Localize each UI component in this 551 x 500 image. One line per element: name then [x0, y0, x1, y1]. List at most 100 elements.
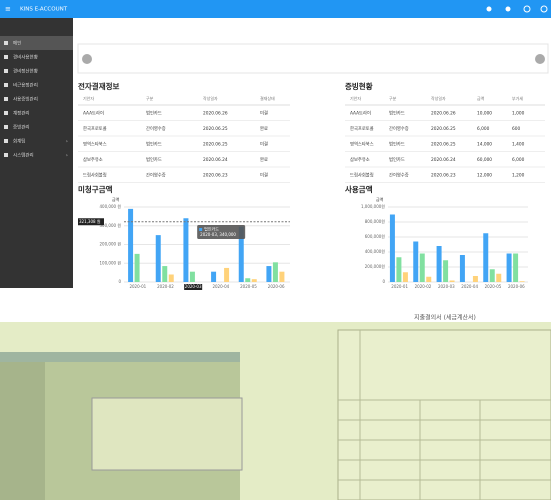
sidebar [0, 18, 73, 288]
cell: 삼보주유소 [350, 156, 370, 163]
cell: 법인카드 [146, 141, 162, 148]
bar [459, 255, 465, 282]
menu-item[interactable]: 증빙관리 [13, 124, 30, 131]
chevron: › [66, 154, 68, 159]
cell: 2020.06.23 [431, 173, 456, 179]
cell: 6,000 [512, 157, 525, 163]
y-tick-label: 800,000원 [365, 218, 386, 224]
column-header: 기안자 [83, 95, 94, 101]
bar [211, 271, 217, 282]
bar [472, 276, 478, 282]
cell: 2020.06.23 [203, 173, 228, 179]
bar [189, 271, 195, 282]
cell: 1,400 [512, 142, 525, 148]
cell: 명역스타북스 [350, 141, 374, 148]
cell: 명역스타북스 [83, 141, 107, 148]
prev-button[interactable] [82, 54, 92, 64]
app-title: KINS E-ACCOUNT [20, 7, 68, 13]
column-header: 구분 [389, 96, 397, 101]
expense-form [337, 329, 551, 500]
faded-header [0, 352, 240, 362]
header-bar [0, 0, 551, 18]
bar [134, 253, 140, 282]
menu-item[interactable]: 회계팀 [13, 138, 25, 145]
menu-item[interactable]: 경비정산현황 [13, 68, 38, 75]
y-axis-label: 금액 [112, 196, 120, 202]
bar [506, 253, 512, 282]
cell: 법인카드 [389, 156, 405, 163]
x-tick-label: 2020-05 [485, 284, 502, 289]
y-tick-label: 100,000 원 [100, 259, 122, 265]
y-tick-label: 0 [118, 279, 121, 284]
cell: 완료 [260, 125, 268, 132]
bell-icon[interactable] [486, 6, 492, 12]
menu-item[interactable]: 시스템관리 [13, 152, 34, 159]
cell: 2020.06.24 [203, 157, 228, 163]
y-tick-label: 400,000 원 [100, 203, 122, 209]
menu-item[interactable]: 비근용정관리 [13, 82, 38, 89]
bar [251, 279, 257, 282]
bar [155, 235, 161, 282]
cell: 미결 [260, 172, 268, 179]
bar [449, 280, 455, 282]
x-highlight-label: 2020-03 [185, 284, 202, 289]
chart-title: 미청구금액 [78, 184, 113, 194]
bar [443, 260, 449, 282]
cell: 미결 [260, 110, 268, 117]
cell: 한국프로토콜 [350, 126, 374, 132]
faded-sidebar [0, 362, 45, 500]
cell: 6,000 [477, 126, 490, 132]
menu-item[interactable]: 메인 [13, 40, 21, 47]
x-tick-label: 2020-04 [461, 284, 478, 289]
cell: 간이영수증 [146, 172, 166, 179]
menu-item[interactable]: 사용증빙관리 [13, 96, 38, 103]
tooltip [197, 225, 246, 239]
bar [266, 266, 272, 282]
section-title: 증빙현황 [345, 81, 373, 91]
cell: 완료 [260, 156, 268, 163]
bar [413, 241, 419, 282]
y-tick-label: 400,000원 [365, 248, 386, 254]
tooltip-series: 법인카드 [204, 226, 219, 232]
cell: 2020.06.26 [431, 111, 456, 117]
cell: 1,000 [512, 111, 525, 117]
menu-icon[interactable]: ≡ [5, 5, 11, 13]
cell: 간이영수증 [389, 125, 409, 132]
bar [519, 281, 525, 282]
column-header: 부가세 [512, 95, 523, 101]
chevron: › [66, 140, 68, 145]
cell: 60,000 [477, 157, 492, 163]
menu-icon [4, 139, 8, 143]
menu-icon [4, 83, 8, 87]
x-tick-label: 2020-02 [415, 284, 432, 289]
carousel [77, 43, 549, 74]
user-icon[interactable] [505, 6, 511, 12]
bar [168, 274, 174, 282]
cell: 14,000 [477, 142, 492, 148]
receipt [91, 397, 243, 471]
bar [389, 214, 395, 282]
power-icon[interactable] [540, 5, 548, 13]
column-header: 결재상태 [260, 95, 275, 101]
x-tick-label: 2020-05 [240, 284, 257, 289]
bar [483, 233, 489, 282]
help-icon[interactable] [523, 5, 531, 13]
cell: 미결 [260, 141, 268, 148]
x-tick-label: 2020-02 [157, 284, 174, 289]
sidebar-active [0, 36, 73, 50]
column-header: 금액 [477, 95, 485, 101]
y-tick-label: 200,000원 [365, 263, 386, 269]
cell: 2020.06.25 [431, 126, 456, 132]
bar [183, 218, 189, 282]
bar [496, 273, 502, 282]
bar [238, 226, 244, 282]
next-button[interactable] [535, 54, 545, 64]
column-header: 기안자 [350, 95, 361, 101]
y-tick-label: 0 [382, 279, 385, 284]
menu-item[interactable]: 경비사용현황 [13, 54, 38, 61]
y-tick-label: 600,000원 [365, 233, 386, 239]
menu-item[interactable]: 계정관리 [13, 110, 30, 117]
document-title: 지출결의서 (세금계산서) [414, 314, 476, 322]
x-tick-label: 2020-06 [508, 284, 525, 289]
